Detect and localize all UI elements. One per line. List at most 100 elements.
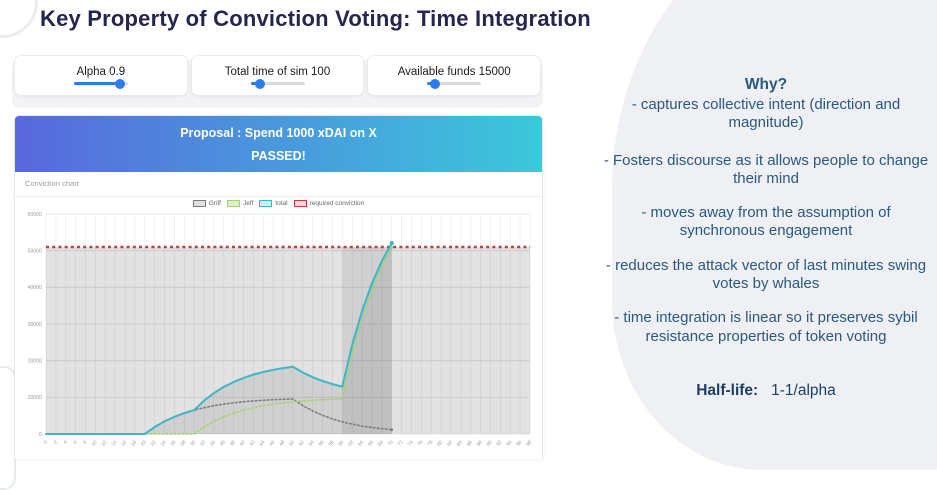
svg-text:46: 46 bbox=[268, 439, 276, 447]
corner-curve-decoration bbox=[0, 0, 38, 38]
svg-text:68: 68 bbox=[377, 439, 385, 447]
svg-text:92: 92 bbox=[495, 439, 503, 447]
chart-area: Griff Jeff total required conviction 0 10000… bbox=[15, 197, 542, 459]
funds-slider-thumb[interactable] bbox=[430, 78, 441, 89]
svg-text:20: 20 bbox=[140, 439, 148, 447]
halflife-label: Half-life: bbox=[696, 381, 759, 399]
slider-card-sim-time: Total time of sim 100 bbox=[190, 55, 365, 96]
proposal-header: Proposal : Spend 1000 xDAI on X PASSED! bbox=[15, 116, 542, 172]
bullet-fosters-discourse: - Fosters discourse as it allows people … bbox=[603, 151, 929, 187]
svg-text:64: 64 bbox=[357, 439, 365, 447]
slider-card-alpha: Alpha 0.9 bbox=[14, 55, 188, 96]
svg-text:96: 96 bbox=[515, 439, 523, 447]
why-panel: Why? - captures collective intent (direc… bbox=[598, 76, 934, 401]
conviction-chart-panel: Proposal : Spend 1000 xDAI on X PASSED! … bbox=[14, 115, 543, 459]
slider-label-sim-time: Total time of sim 100 bbox=[224, 66, 331, 78]
svg-text:54: 54 bbox=[308, 439, 316, 447]
alpha-slider-fill bbox=[73, 82, 120, 85]
svg-text:6: 6 bbox=[72, 439, 79, 445]
svg-text:12: 12 bbox=[100, 439, 108, 447]
sliders-row: Alpha 0.9 Total time of sim 100 Availabl… bbox=[14, 55, 542, 96]
svg-text:72: 72 bbox=[397, 439, 405, 447]
svg-text:88: 88 bbox=[476, 439, 484, 447]
bullet-sybil-resistance: - time integration is linear so it prese… bbox=[614, 309, 918, 345]
svg-text:70: 70 bbox=[387, 439, 395, 447]
legend-label: required conviction bbox=[309, 200, 365, 207]
background-blob bbox=[612, 0, 937, 470]
legend-label: total bbox=[275, 200, 288, 207]
chart-legend: Griff Jeff total required conviction bbox=[15, 200, 542, 207]
alpha-slider-thumb[interactable] bbox=[114, 78, 125, 89]
legend-swatch bbox=[293, 200, 307, 207]
svg-text:8: 8 bbox=[82, 439, 89, 445]
svg-text:74: 74 bbox=[407, 439, 415, 447]
legend-item-griff[interactable]: Griff bbox=[192, 200, 221, 207]
svg-text:34: 34 bbox=[209, 439, 217, 447]
proposal-status-badge: PASSED! bbox=[251, 148, 306, 163]
svg-text:66: 66 bbox=[367, 439, 375, 447]
bullet-attack-vector: - reduces the attack vector of last minu… bbox=[605, 256, 927, 292]
bullet-collective-intent: - captures collective intent (direction … bbox=[631, 95, 901, 132]
page-title: Key Property of Conviction Voting: Time … bbox=[40, 6, 591, 31]
why-heading: Why? bbox=[744, 76, 788, 93]
svg-text:38: 38 bbox=[229, 439, 237, 447]
funds-slider[interactable] bbox=[427, 78, 482, 89]
svg-text:78: 78 bbox=[426, 439, 434, 447]
svg-text:58: 58 bbox=[328, 439, 336, 447]
svg-text:0: 0 bbox=[39, 432, 42, 438]
svg-text:4: 4 bbox=[62, 439, 69, 445]
svg-text:82: 82 bbox=[446, 439, 454, 447]
legend-swatch bbox=[259, 200, 273, 207]
svg-text:32: 32 bbox=[199, 439, 207, 447]
svg-text:76: 76 bbox=[416, 439, 424, 447]
svg-text:16: 16 bbox=[120, 439, 128, 447]
svg-text:40: 40 bbox=[239, 439, 247, 447]
svg-text:90: 90 bbox=[486, 439, 494, 447]
legend-item-jeff[interactable]: Jeff bbox=[226, 200, 254, 207]
svg-text:20000: 20000 bbox=[28, 358, 43, 364]
svg-text:24: 24 bbox=[160, 439, 168, 447]
sim-time-slider-thumb[interactable] bbox=[255, 78, 266, 89]
svg-text:40000: 40000 bbox=[28, 285, 43, 291]
svg-text:26: 26 bbox=[169, 439, 177, 447]
svg-text:62: 62 bbox=[347, 439, 355, 447]
svg-text:30000: 30000 bbox=[28, 322, 43, 328]
bullet-synchronous-engagement: - moves away from the assumption of sync… bbox=[641, 204, 891, 240]
svg-text:44: 44 bbox=[258, 439, 266, 447]
legend-swatch bbox=[192, 200, 206, 207]
chart-toolbar-label: Conviction chart bbox=[15, 172, 542, 197]
svg-text:50000: 50000 bbox=[28, 248, 43, 254]
svg-text:60: 60 bbox=[337, 439, 345, 447]
svg-text:0: 0 bbox=[43, 439, 50, 445]
svg-text:94: 94 bbox=[505, 439, 513, 447]
slider-label-funds: Available funds 15000 bbox=[397, 66, 511, 78]
svg-text:42: 42 bbox=[248, 439, 256, 447]
proposal-title: Proposal : Spend 1000 xDAI on X bbox=[180, 125, 377, 140]
svg-text:2: 2 bbox=[53, 439, 60, 445]
svg-text:56: 56 bbox=[318, 439, 326, 447]
alpha-slider[interactable] bbox=[73, 78, 128, 89]
slider-label-alpha: Alpha 0.9 bbox=[76, 66, 126, 78]
svg-text:50: 50 bbox=[288, 439, 296, 447]
svg-text:22: 22 bbox=[150, 439, 158, 447]
svg-text:52: 52 bbox=[298, 439, 306, 447]
slider-card-funds: Available funds 15000 bbox=[367, 55, 542, 96]
svg-text:10000: 10000 bbox=[28, 395, 43, 401]
svg-text:14: 14 bbox=[110, 439, 118, 447]
legend-item-total[interactable]: total bbox=[259, 200, 288, 207]
svg-text:98: 98 bbox=[525, 439, 533, 447]
svg-text:10: 10 bbox=[90, 439, 98, 447]
halflife-line: Half-life: 1-1/alpha bbox=[598, 382, 934, 401]
legend-swatch bbox=[226, 200, 240, 207]
svg-text:18: 18 bbox=[130, 439, 138, 447]
sim-time-slider[interactable] bbox=[250, 78, 305, 89]
svg-text:80: 80 bbox=[436, 439, 444, 447]
svg-text:60000: 60000 bbox=[28, 212, 43, 218]
svg-text:28: 28 bbox=[179, 439, 187, 447]
svg-text:48: 48 bbox=[278, 439, 286, 447]
svg-text:36: 36 bbox=[219, 439, 227, 447]
svg-text:86: 86 bbox=[466, 439, 474, 447]
legend-label: Jeff bbox=[242, 200, 254, 207]
legend-item-required-conviction[interactable]: required conviction bbox=[293, 200, 365, 207]
